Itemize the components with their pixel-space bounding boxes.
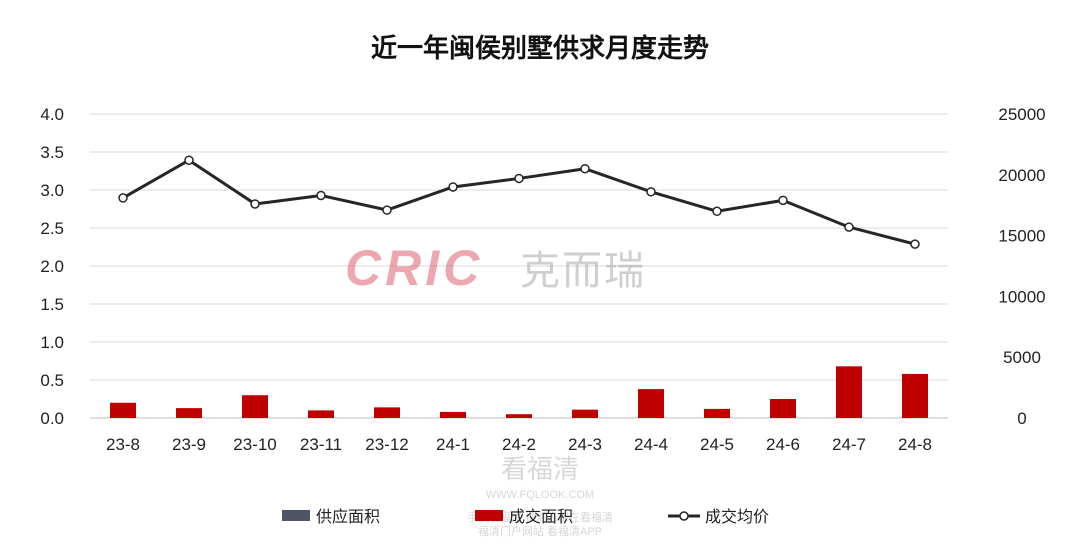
bar bbox=[572, 409, 598, 418]
bar bbox=[440, 411, 466, 418]
price-point bbox=[448, 182, 458, 192]
right-tick-label: 25000 bbox=[998, 105, 1045, 124]
left-tick-label: 1.0 bbox=[40, 333, 64, 352]
cric-logo-text: CRIC bbox=[345, 240, 483, 296]
x-tick-label: 24-8 bbox=[898, 435, 932, 454]
site-watermark-line3: 手机看福清 福清人都在看福清 bbox=[467, 510, 613, 524]
right-axis-ticks: 0 5000 10000 15000 20000 25000 bbox=[998, 105, 1045, 428]
bar bbox=[110, 402, 136, 418]
bar bbox=[308, 410, 334, 418]
legend: 供应面积 成交面积 成交均价 bbox=[282, 507, 769, 526]
bar bbox=[704, 408, 730, 418]
x-tick-label: 23-10 bbox=[233, 435, 276, 454]
right-tick-label: 0 bbox=[1017, 409, 1026, 428]
bar bbox=[770, 399, 796, 418]
price-line bbox=[122, 158, 916, 246]
left-tick-label: 3.5 bbox=[40, 143, 64, 162]
bar bbox=[176, 408, 202, 418]
x-tick-label: 23-9 bbox=[172, 435, 206, 454]
price-point bbox=[250, 199, 260, 209]
x-axis-ticks: 23-8 23-9 23-10 23-11 23-12 24-1 24-2 24-3 24-4 2… bbox=[106, 435, 932, 454]
bar bbox=[902, 373, 928, 418]
left-axis-ticks: 0.0 0.5 1.0 1.5 2.0 2.5 3.0 3.5 4.0 bbox=[40, 105, 64, 428]
price-point bbox=[184, 155, 194, 165]
price-point bbox=[778, 195, 788, 206]
left-tick-label: 0.0 bbox=[40, 409, 64, 428]
price-point bbox=[646, 187, 656, 197]
line-series-avg-price bbox=[118, 155, 920, 249]
x-tick-label: 24-4 bbox=[634, 435, 668, 454]
right-tick-label: 10000 bbox=[998, 287, 1045, 306]
right-tick-label: 5000 bbox=[1003, 348, 1041, 367]
x-tick-label: 23-8 bbox=[106, 435, 140, 454]
bar-series-sold-area bbox=[110, 366, 928, 418]
cric-watermark: CRIC 克而瑞 bbox=[345, 240, 646, 296]
x-tick-label: 24-5 bbox=[700, 435, 734, 454]
legend-label-price: 成交均价 bbox=[705, 507, 769, 526]
chart-title: 近一年闽侯别墅供求月度走势 bbox=[371, 33, 709, 64]
price-point bbox=[910, 239, 920, 249]
site-watermark-line4: 福清门户网站 看福清APP bbox=[478, 524, 602, 538]
gridlines bbox=[90, 113, 948, 419]
right-tick-label: 15000 bbox=[998, 227, 1045, 246]
bar bbox=[506, 414, 532, 418]
left-tick-label: 2.5 bbox=[40, 219, 64, 238]
x-tick-label: 23-11 bbox=[300, 435, 342, 454]
price-point bbox=[316, 190, 326, 201]
legend-swatch-supply bbox=[282, 510, 310, 521]
price-point bbox=[118, 193, 128, 203]
site-watermark: 看福清 WWW.FQLOOK.COM 手机看福清 福清人都在看福清 福清门户网站… bbox=[467, 455, 613, 538]
legend-label-sold: 成交面积 bbox=[509, 507, 573, 526]
price-point bbox=[844, 222, 854, 232]
x-tick-label: 24-2 bbox=[502, 435, 536, 454]
left-tick-label: 1.5 bbox=[40, 295, 64, 314]
left-tick-label: 2.0 bbox=[40, 257, 64, 276]
x-tick-label: 24-1 bbox=[436, 435, 470, 454]
price-point bbox=[382, 205, 392, 215]
site-watermark-url: WWW.FQLOOK.COM bbox=[486, 489, 594, 501]
cric-chinese-text: 克而瑞 bbox=[520, 248, 646, 294]
price-point bbox=[514, 173, 524, 184]
site-watermark-cn: 看福清 bbox=[501, 455, 579, 485]
bar bbox=[242, 395, 268, 418]
price-point bbox=[712, 206, 722, 217]
bar bbox=[836, 366, 862, 418]
bar bbox=[374, 407, 400, 418]
price-point bbox=[580, 163, 590, 174]
legend-label-supply: 供应面积 bbox=[316, 507, 380, 526]
right-tick-label: 20000 bbox=[998, 166, 1045, 185]
left-tick-label: 0.5 bbox=[40, 371, 64, 390]
x-tick-label: 24-3 bbox=[568, 435, 602, 454]
x-tick-label: 24-7 bbox=[832, 435, 866, 454]
legend-marker-price bbox=[679, 511, 689, 521]
x-tick-label: 23-12 bbox=[365, 435, 408, 454]
left-tick-label: 3.0 bbox=[40, 181, 64, 200]
bar bbox=[638, 389, 664, 418]
x-tick-label: 24-6 bbox=[766, 435, 800, 454]
left-tick-label: 4.0 bbox=[40, 105, 64, 124]
legend-swatch-sold bbox=[475, 510, 503, 521]
